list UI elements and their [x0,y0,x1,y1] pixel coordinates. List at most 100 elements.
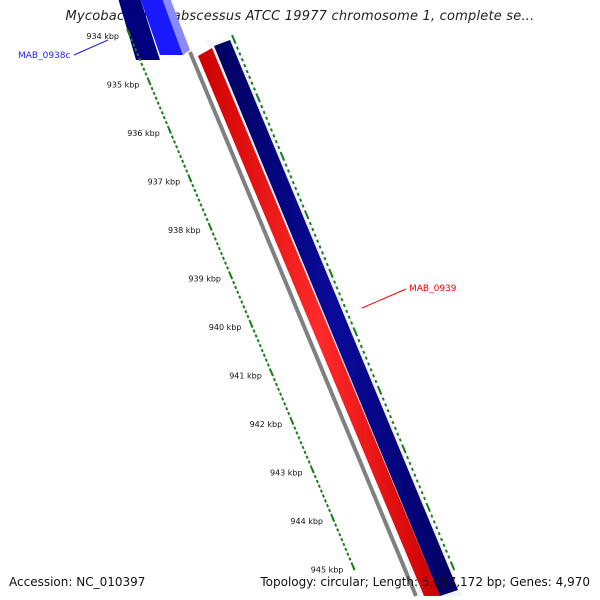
ruler-minor-tick [238,295,242,299]
ruler-minor-tick [185,169,189,173]
ruler-tick-label: 934 kbp [86,32,119,41]
outer-ruler-minor-tick [391,420,395,425]
ruler-minor-tick [266,363,270,367]
outer-ruler-major-tick [352,327,358,335]
outer-ruler-minor-tick [430,514,434,518]
outer-ruler-minor-tick [408,461,412,466]
ruler-minor-tick [221,256,225,261]
outer-ruler-minor-tick [396,432,400,436]
ruler-minor-tick [254,334,258,338]
outer-ruler-minor-tick [286,169,290,173]
ruler-minor-tick [342,542,346,547]
ruler-labels: 934 kbp 935 kbp 936 kbp 937 kbp 938 kbp 939 k… [86,32,343,575]
outer-ruler-minor-tick [452,566,456,571]
ruler-minor-tick [150,86,154,91]
outer-ruler-major-tick [303,210,309,218]
ruler-minor-tick [277,387,281,392]
outer-ruler-minor-tick [289,175,293,179]
ruler-minor-tick [256,339,260,343]
outer-ruler-minor-tick [386,409,390,413]
outer-ruler-minor-tick [398,438,402,442]
ruler-minor-tick [219,251,223,256]
ruler-tick-label: 943 kbp [270,469,303,478]
ruler-minor-tick [232,280,236,285]
ruler-minor-tick [332,518,336,523]
outer-ruler-minor-tick [355,332,359,337]
ruler-minor-tick [281,397,285,401]
outer-ruler-minor-tick [413,473,417,477]
ruler-minor-tick [160,111,164,115]
ruler-tick-label: 936 kbp [127,129,160,138]
ruler-minor-tick [217,246,221,251]
ruler-minor-tick [338,533,342,537]
ruler-minor-tick [158,106,162,110]
gene-mab-0939-shape[interactable] [198,48,440,596]
ruler-minor-tick [215,242,219,246]
outer-ruler-minor-tick [250,81,254,85]
gene-mab-0938c-shape[interactable] [118,0,190,60]
gene-label-leader-mab-0939 [361,288,407,309]
outer-ruler-minor-tick [447,555,451,559]
coordinate-ruler [126,28,456,571]
outer-ruler-minor-tick [301,204,305,208]
ruler-minor-tick [262,353,266,358]
ruler-minor-tick [283,402,287,406]
outer-ruler-minor-tick [260,104,264,109]
outer-ruler-minor-tick [318,245,322,249]
ruler-minor-tick [236,290,240,295]
ruler-tick-label: 939 kbp [188,275,221,284]
ruler-minor-tick [205,217,209,222]
outer-ruler-minor-tick [357,338,361,343]
ruler-minor-tick [209,227,213,232]
ruler-minor-tick [128,33,132,38]
ruler-minor-tick [195,193,199,198]
outer-ruler-minor-tick [282,157,286,162]
ruler-minor-tick [295,431,299,435]
outer-ruler-major-tick [401,444,406,452]
outer-ruler-minor-tick [296,192,300,197]
ruler-minor-tick [293,426,297,430]
gene-label-mab-0938c[interactable]: MAB_0938c [18,51,71,61]
gene-label-mab-0939[interactable]: MAB_0939 [409,284,457,294]
outer-ruler-minor-tick [406,455,410,460]
ruler-minor-tick [156,101,160,105]
genome-summary-text: Topology: circular; Length: 5,067,172 bp… [260,575,590,589]
outer-ruler-minor-tick [269,128,273,132]
ruler-minor-tick [321,494,325,498]
ruler-minor-tick [274,382,279,387]
outer-ruler-minor-tick [252,87,256,91]
ruler-minor-tick [348,557,352,561]
ruler-minor-tick [352,566,356,571]
ruler-minor-tick [144,72,148,76]
ruler-minor-tick [315,479,319,484]
outer-ruler-minor-tick [444,549,448,553]
ruler-minor-tick [323,499,327,503]
ruler-minor-tick [325,503,330,508]
outer-ruler-minor-tick [350,321,354,325]
ruler-minor-tick [258,343,262,348]
ruler-minor-tick [183,164,187,168]
outer-ruler-minor-tick [294,186,298,191]
outer-ruler-minor-tick [367,362,371,366]
outer-ruler-minor-tick [313,233,317,238]
ruler-minor-tick [301,445,305,450]
ruler-minor-tick [336,528,340,532]
outer-ruler-minor-tick [403,449,407,454]
outer-ruler-minor-tick [342,303,346,308]
outer-ruler-minor-tick [345,309,349,314]
ruler-tick-label: 938 kbp [168,226,201,235]
ruler-minor-tick [260,348,264,353]
outer-ruler-minor-tick [265,116,269,121]
outer-ruler-major-tick [449,561,455,569]
gene-label-leader-mab-0938c [73,39,109,56]
outer-ruler-major-tick [328,268,333,276]
outer-ruler-minor-tick [262,110,266,115]
ruler-tick-label: 941 kbp [229,372,262,381]
outer-ruler-minor-tick [427,508,431,513]
ruler-minor-tick [270,372,274,377]
outer-ruler-minor-tick [372,373,376,378]
outer-ruler-minor-tick [379,391,383,396]
outer-ruler-minor-tick [410,467,414,472]
outer-ruler-minor-tick [248,75,252,80]
